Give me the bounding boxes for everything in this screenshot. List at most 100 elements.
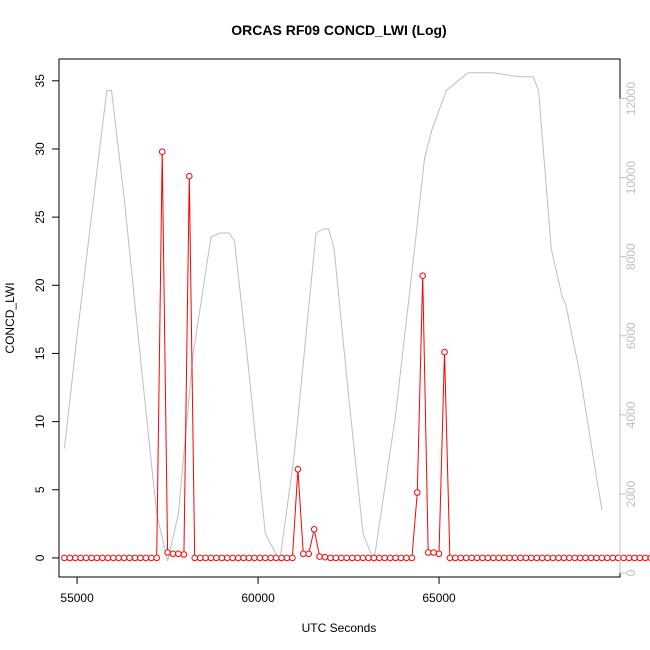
data-point [272,554,280,562]
data-point [392,554,399,562]
data-point [533,554,541,562]
data-point [88,554,95,562]
data-point [158,148,166,155]
data-point [72,554,79,562]
data-point [99,554,106,562]
data-point [327,554,334,562]
data-point [370,554,378,562]
data-point [522,554,530,562]
y-axis-label: CONCD_LWI [3,282,17,353]
data-point [262,554,269,562]
data-point [310,526,318,533]
y-tick-label: 30 [33,142,47,156]
y-tick-label: 0 [33,554,47,561]
data-point [397,554,405,562]
data-point [191,554,198,562]
x-axis: 55000 60000 65000 [60,576,456,605]
data-point [441,348,448,356]
y2-tick-label: 8000 [624,243,638,270]
chart-title: ORCAS RF09 CONCD_LWI (Log) [231,22,446,38]
data-point [148,554,155,562]
data-point [66,554,74,562]
data-point [115,554,122,562]
x-tick-label: 60000 [241,591,275,605]
data-point [571,554,579,562]
y-tick-label: 5 [33,486,47,493]
data-point [338,554,345,562]
data-point [500,554,508,562]
data-point [376,554,383,562]
data-point [598,554,606,562]
data-point [175,550,182,558]
data-point [153,554,160,562]
data-point [294,466,302,473]
data-point [576,554,584,562]
data-point [408,554,416,562]
y-axis-right: 0 2000 4000 6000 8000 10000 12000 [619,82,638,576]
data-point [517,554,524,562]
data-point [544,554,551,562]
y-tick-label: 35 [33,74,47,88]
y2-tick-label: 6000 [624,322,638,349]
data-point [484,554,492,562]
altitude-line [63,72,603,564]
y2-tick-label: 0 [624,569,638,576]
data-point [169,550,177,558]
data-point [386,554,394,562]
data-point [620,554,627,562]
data-point [348,554,356,562]
data-point [213,554,220,562]
data-point [186,172,193,180]
data-point [495,554,503,562]
data-point [289,554,296,562]
data-point [110,554,117,562]
data-point [126,554,133,562]
data-point [142,554,150,562]
data-point [473,554,481,562]
data-point [316,553,323,560]
data-point [462,554,470,562]
y-tick-label: 15 [33,346,47,360]
data-point [636,554,644,562]
altitude-series [63,72,603,564]
data-point [446,554,454,562]
data-point [202,554,209,562]
data-point [224,554,231,562]
data-point [321,553,329,561]
data-point [549,554,557,562]
data-point [625,554,633,562]
data-point [234,554,242,562]
data-point [93,554,101,562]
data-point [560,554,568,562]
data-point [196,554,204,562]
data-point [278,554,285,562]
data-point [131,554,139,562]
data-point [538,554,546,562]
data-point [457,554,465,562]
data-point [424,549,432,556]
x-tick-label: 55000 [60,591,94,605]
data-point [604,554,611,562]
data-point [305,550,313,558]
data-point [267,554,275,562]
y2-tick-label: 4000 [624,401,638,428]
y-tick-label: 20 [33,278,47,292]
data-point [137,554,144,562]
data-point [511,554,519,562]
data-point [332,554,340,562]
data-point [256,554,264,562]
data-point [468,554,475,562]
data-point [566,554,573,562]
y-tick-label: 25 [33,210,47,224]
data-point [240,554,247,562]
concd-lwi-line [64,151,650,559]
data-point [593,554,600,562]
data-point [414,489,421,496]
x-axis-label: UTC Seconds [302,621,377,635]
data-point [218,554,226,562]
x-tick-label: 65000 [422,591,456,605]
data-point [82,554,90,562]
y-axis-left: 0 5 10 15 20 25 30 35 [33,74,60,561]
y-tick-label: 10 [33,415,47,429]
